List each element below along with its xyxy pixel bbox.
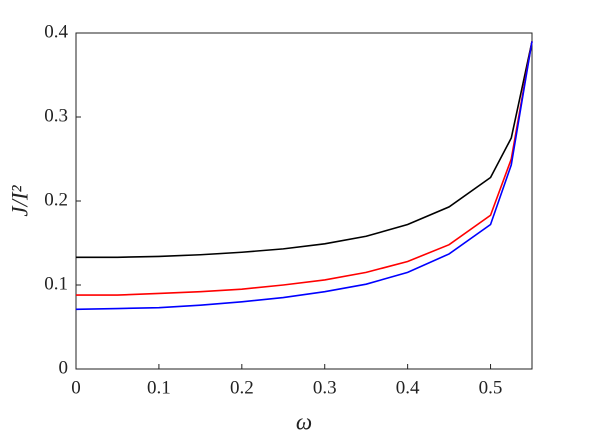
x-axis-label: ω	[296, 409, 312, 434]
y-axis-label: J/I²	[7, 184, 32, 216]
x-tick-label: 0	[71, 377, 81, 398]
y-tick-label: 0	[59, 357, 69, 378]
x-tick-label: 0.3	[313, 377, 337, 398]
x-tick-label: 0.2	[230, 377, 254, 398]
y-tick-label: 0.3	[44, 105, 68, 126]
y-tick-label: 0.1	[44, 273, 68, 294]
data-line	[76, 41, 533, 296]
x-tick-label: 0.1	[147, 377, 171, 398]
plot-frame	[75, 32, 533, 370]
x-tick-label: 0.5	[479, 377, 503, 398]
data-line	[76, 41, 533, 259]
y-tick-label: 0.2	[44, 189, 68, 210]
y-tick-label: 0.4	[44, 21, 68, 42]
x-tick-label: 0.4	[396, 377, 420, 398]
data-line	[75, 41, 533, 311]
